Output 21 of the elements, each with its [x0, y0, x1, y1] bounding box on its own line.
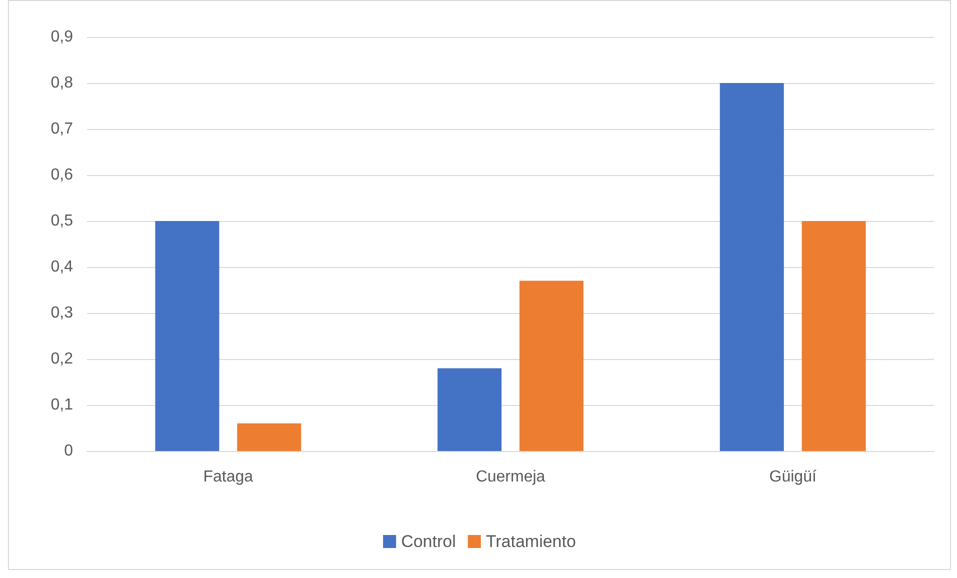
- y-tick-label: 0,5: [50, 212, 74, 230]
- y-tick-label: 0,7: [50, 120, 74, 138]
- x-tick-label: Cuermeja: [476, 468, 546, 486]
- bar: [155, 221, 220, 451]
- y-tick-label: 0,2: [50, 350, 74, 368]
- bar: [720, 83, 784, 451]
- y-tick-label: 0,8: [50, 74, 74, 92]
- x-tick-label: Güigüí: [769, 468, 817, 486]
- y-tick-label: 0,1: [50, 396, 74, 414]
- y-tick-label: 0,3: [50, 304, 74, 322]
- bar: [802, 221, 866, 451]
- y-tick-label: 0,9: [50, 28, 74, 46]
- legend-label: Tratamiento: [486, 532, 576, 551]
- y-tick-label: 0,4: [50, 258, 74, 276]
- bar: [519, 280, 584, 451]
- y-tick-label: 0,6: [50, 166, 74, 184]
- bar: [237, 423, 302, 451]
- legend-label: Control: [401, 532, 456, 551]
- bar: [438, 368, 502, 451]
- y-tick-label: 0: [64, 442, 74, 460]
- x-tick-label: Fataga: [203, 468, 254, 486]
